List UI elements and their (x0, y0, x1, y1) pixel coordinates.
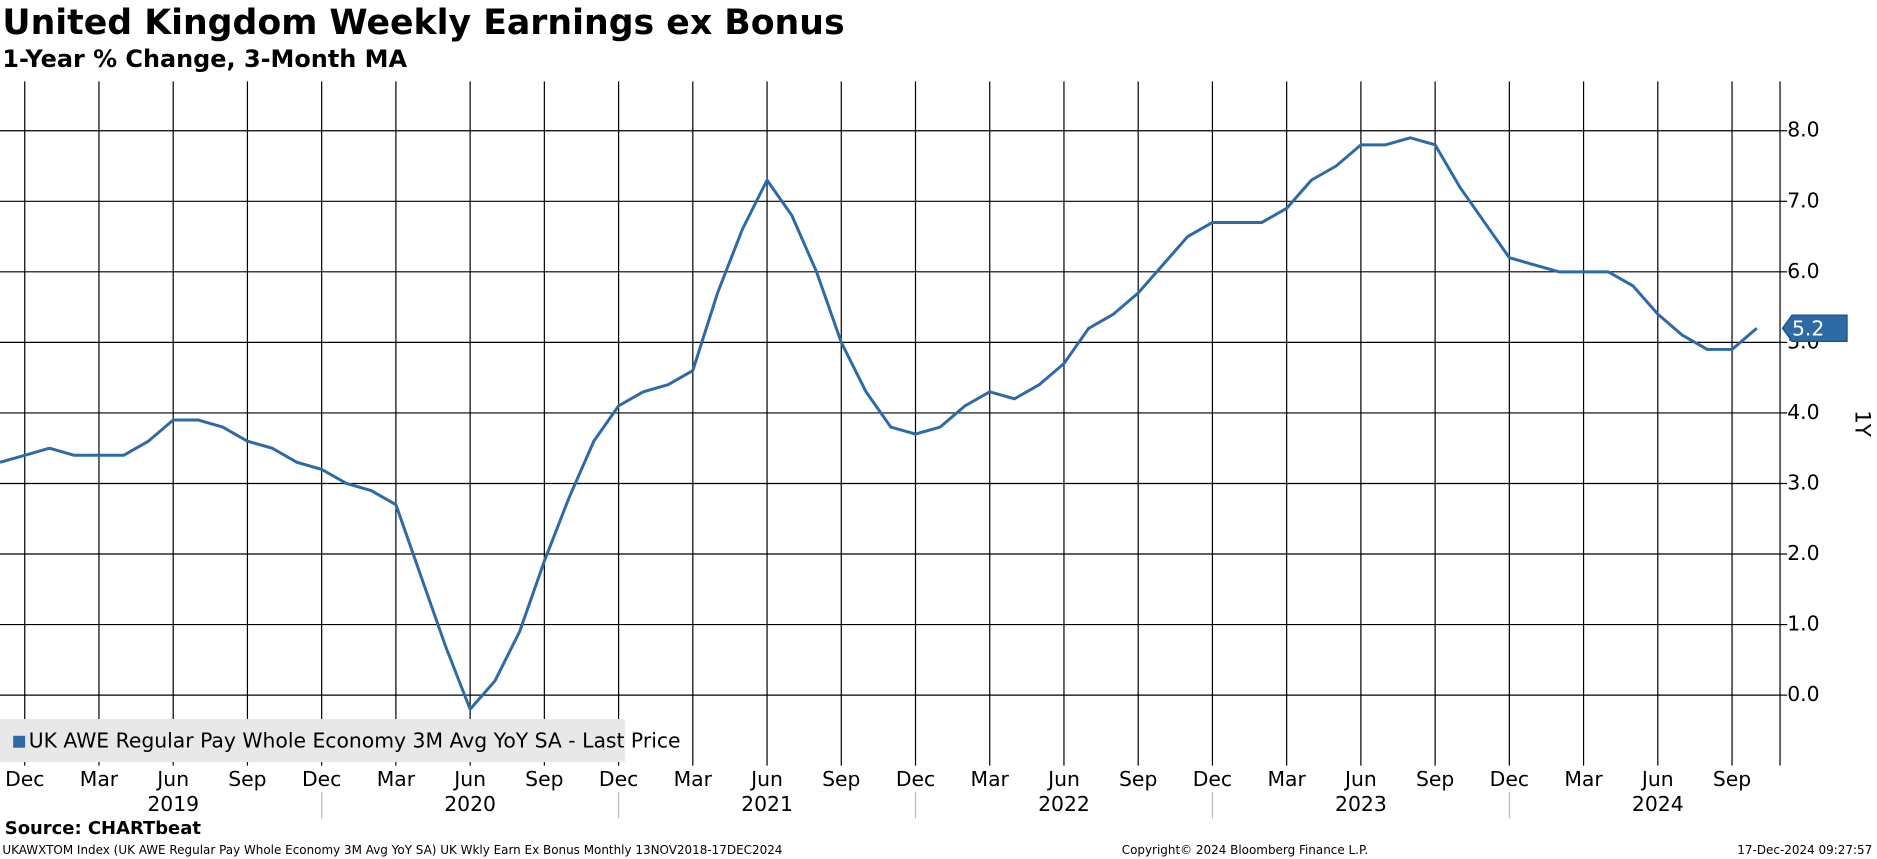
x-tick-label: Jun (452, 767, 486, 791)
x-tick-label: Mar (80, 767, 119, 791)
x-year-label: 2022 (1038, 792, 1090, 816)
x-year-label: 2024 (1632, 792, 1684, 816)
x-year-label: 2020 (444, 792, 496, 816)
x-year-label: 2021 (741, 792, 793, 816)
y-tick-label: 8.0 (1787, 118, 1819, 142)
x-tick-label: Jun (1640, 767, 1674, 791)
y-tick-label: 0.0 (1787, 682, 1819, 706)
legend-box (0, 719, 625, 763)
legend-label: UK AWE Regular Pay Whole Economy 3M Avg … (29, 729, 681, 753)
x-tick-label: Sep (525, 767, 563, 791)
x-tick-label: Mar (1267, 767, 1306, 791)
y-tick-label: 4.0 (1787, 400, 1819, 424)
x-tick-label: Sep (1119, 767, 1157, 791)
x-tick-label: Dec (1193, 767, 1232, 791)
x-tick-label: Jun (1046, 767, 1080, 791)
x-year-label: 2019 (147, 792, 199, 816)
x-tick-label: Sep (1416, 767, 1454, 791)
x-tick-label: Dec (5, 767, 44, 791)
y-tick-label: 1.0 (1787, 612, 1819, 636)
x-tick-label: Dec (599, 767, 638, 791)
x-tick-label: Jun (1343, 767, 1377, 791)
x-tick-label: Sep (228, 767, 266, 791)
data-line (0, 136, 1758, 711)
footer-left: UKAWXTOM Index (UK AWE Regular Pay Whole… (2, 843, 782, 857)
x-tick-label: Mar (971, 767, 1010, 791)
last-price-box (1781, 314, 1848, 343)
chart-title: United Kingdom Weekly Earnings ex Bonus (2, 3, 844, 43)
x-tick-label: Mar (377, 767, 416, 791)
y-tick-label: 2.0 (1787, 541, 1819, 565)
y-tick-label: 7.0 (1787, 188, 1819, 212)
y-tick-label: 3.0 (1787, 470, 1819, 494)
footer-right: 17-Dec-2024 09:27:57 (1737, 843, 1872, 857)
y-axis-label: 1Y (1849, 410, 1874, 438)
x-tick-label: Sep (1713, 767, 1751, 791)
x-tick-label: Mar (1564, 767, 1603, 791)
last-price-label: 5.2 (1792, 316, 1824, 340)
x-tick-label: Dec (1490, 767, 1529, 791)
x-tick-label: Jun (749, 767, 783, 791)
x-tick-label: Jun (155, 767, 189, 791)
x-tick-label: Dec (896, 767, 935, 791)
x-tick-label: Dec (302, 767, 341, 791)
y-tick-label: 6.0 (1787, 259, 1819, 283)
x-tick-label: Mar (674, 767, 713, 791)
x-year-label: 2023 (1335, 792, 1387, 816)
chart-subtitle: 1-Year % Change, 3-Month MA (2, 45, 407, 73)
footer-center: Copyright© 2024 Bloomberg Finance L.P. (1122, 843, 1368, 857)
source: Source: CHARTbeat (5, 818, 202, 839)
x-tick-label: Sep (822, 767, 860, 791)
legend-swatch (13, 735, 26, 748)
